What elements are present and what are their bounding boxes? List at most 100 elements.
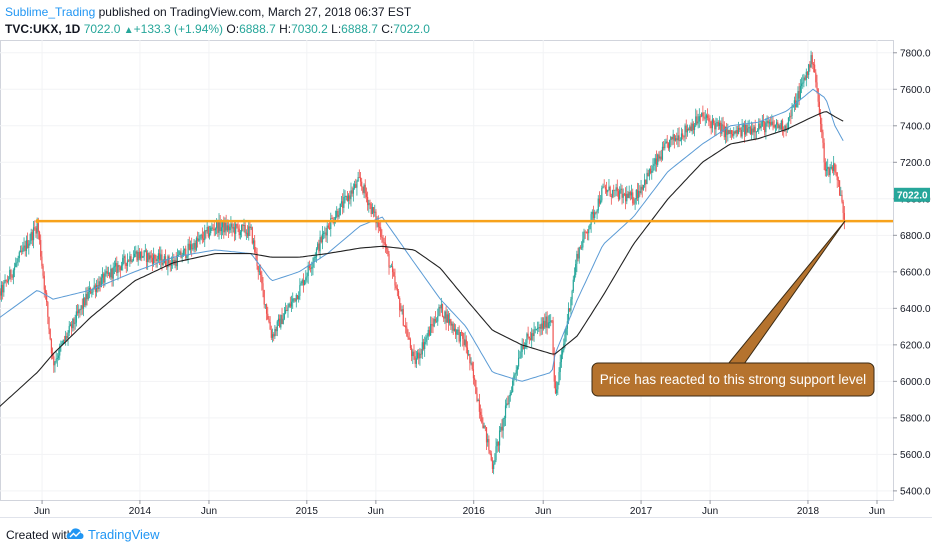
candle bbox=[210, 225, 212, 236]
candle-body bbox=[470, 362, 472, 364]
candle bbox=[149, 251, 151, 264]
candle bbox=[125, 262, 127, 273]
candle bbox=[488, 435, 490, 454]
candle-body bbox=[483, 425, 485, 429]
candle-body bbox=[785, 125, 787, 130]
candle-body bbox=[25, 240, 28, 252]
candle bbox=[642, 184, 645, 191]
candle-body bbox=[101, 273, 104, 278]
candle bbox=[180, 248, 182, 259]
candle bbox=[251, 226, 253, 245]
candle bbox=[336, 206, 338, 219]
candle bbox=[583, 228, 585, 243]
candle bbox=[107, 266, 110, 277]
candle bbox=[644, 173, 646, 188]
candle bbox=[135, 245, 137, 258]
candle-body bbox=[393, 272, 395, 277]
candle bbox=[169, 260, 171, 272]
candle bbox=[613, 184, 615, 198]
candle bbox=[139, 251, 142, 261]
candle bbox=[693, 122, 696, 137]
candle-body bbox=[318, 243, 320, 252]
candle-body bbox=[328, 227, 331, 230]
candle-body bbox=[627, 193, 629, 198]
candle-body bbox=[595, 212, 597, 214]
candle-body bbox=[53, 356, 55, 366]
candle-body bbox=[737, 127, 740, 134]
candle-body bbox=[113, 266, 116, 268]
candle-body bbox=[487, 439, 489, 443]
candle-body bbox=[218, 220, 220, 233]
candle bbox=[252, 238, 255, 250]
candle bbox=[200, 233, 202, 241]
candle-body bbox=[390, 266, 393, 268]
candle-body bbox=[254, 240, 256, 252]
candle-body bbox=[352, 188, 354, 194]
candle-body bbox=[548, 322, 551, 324]
candle bbox=[183, 248, 186, 256]
candle bbox=[327, 223, 329, 229]
candle-body bbox=[321, 233, 324, 243]
candle-body bbox=[799, 86, 801, 99]
candle bbox=[213, 221, 215, 237]
candle-body bbox=[128, 260, 130, 262]
candle bbox=[770, 116, 772, 127]
candle bbox=[842, 199, 844, 220]
candle bbox=[408, 332, 410, 340]
candle-body bbox=[451, 323, 453, 326]
chart-header: Sublime_Trading published on TradingView… bbox=[5, 4, 925, 39]
candle bbox=[409, 337, 412, 351]
candle bbox=[155, 254, 157, 268]
tradingview-brand[interactable]: TradingView bbox=[88, 527, 160, 542]
candle-body bbox=[237, 226, 239, 229]
candle-body bbox=[241, 224, 243, 232]
candle-body bbox=[639, 191, 641, 194]
candle-body bbox=[198, 238, 200, 241]
price-chart[interactable]: 5400.0 5600.0 5800.0 6000.0 6200.0 6400.0 6600… bbox=[0, 0, 932, 517]
candle bbox=[362, 186, 364, 195]
candle bbox=[248, 220, 250, 241]
axes: 5400.0 5600.0 5800.0 6000.0 6200.0 6400.0 6600… bbox=[34, 48, 931, 517]
candle bbox=[261, 270, 263, 291]
candle-body bbox=[827, 166, 829, 170]
candle-body bbox=[268, 319, 270, 322]
candle-body bbox=[472, 369, 475, 379]
candle-body bbox=[490, 453, 492, 461]
candle bbox=[154, 253, 156, 264]
candle-body bbox=[37, 223, 39, 232]
candle bbox=[829, 164, 831, 184]
candle-body bbox=[815, 72, 817, 83]
candle bbox=[16, 258, 18, 268]
candle bbox=[532, 329, 534, 341]
y-tick-label: 6600.0 bbox=[900, 267, 931, 278]
candle-body bbox=[118, 265, 120, 267]
candle-body bbox=[252, 240, 255, 244]
candle-body bbox=[401, 309, 403, 312]
candle bbox=[363, 183, 365, 199]
candle-body bbox=[808, 64, 810, 75]
candle bbox=[230, 216, 232, 233]
candle-body bbox=[728, 130, 730, 134]
candle-body bbox=[537, 327, 539, 329]
candle-body bbox=[558, 372, 560, 383]
candle bbox=[491, 457, 494, 474]
symbol-label[interactable]: TVC:UKX, 1D bbox=[5, 22, 81, 36]
candle bbox=[651, 165, 653, 180]
author-link[interactable]: Sublime_Trading bbox=[5, 5, 96, 19]
candle bbox=[218, 213, 220, 240]
candle bbox=[414, 350, 416, 368]
candle-body bbox=[489, 450, 491, 454]
candle-body bbox=[596, 210, 598, 213]
candle bbox=[835, 164, 837, 177]
candle-body bbox=[629, 191, 631, 196]
candle bbox=[686, 124, 689, 137]
candle-body bbox=[570, 299, 572, 311]
candle-body bbox=[444, 311, 446, 319]
candle-body bbox=[314, 257, 316, 258]
candle bbox=[588, 225, 590, 241]
candle bbox=[18, 250, 20, 263]
candle bbox=[545, 311, 547, 334]
candle-body bbox=[475, 380, 477, 394]
candle-body bbox=[219, 220, 221, 232]
candle bbox=[281, 307, 283, 325]
